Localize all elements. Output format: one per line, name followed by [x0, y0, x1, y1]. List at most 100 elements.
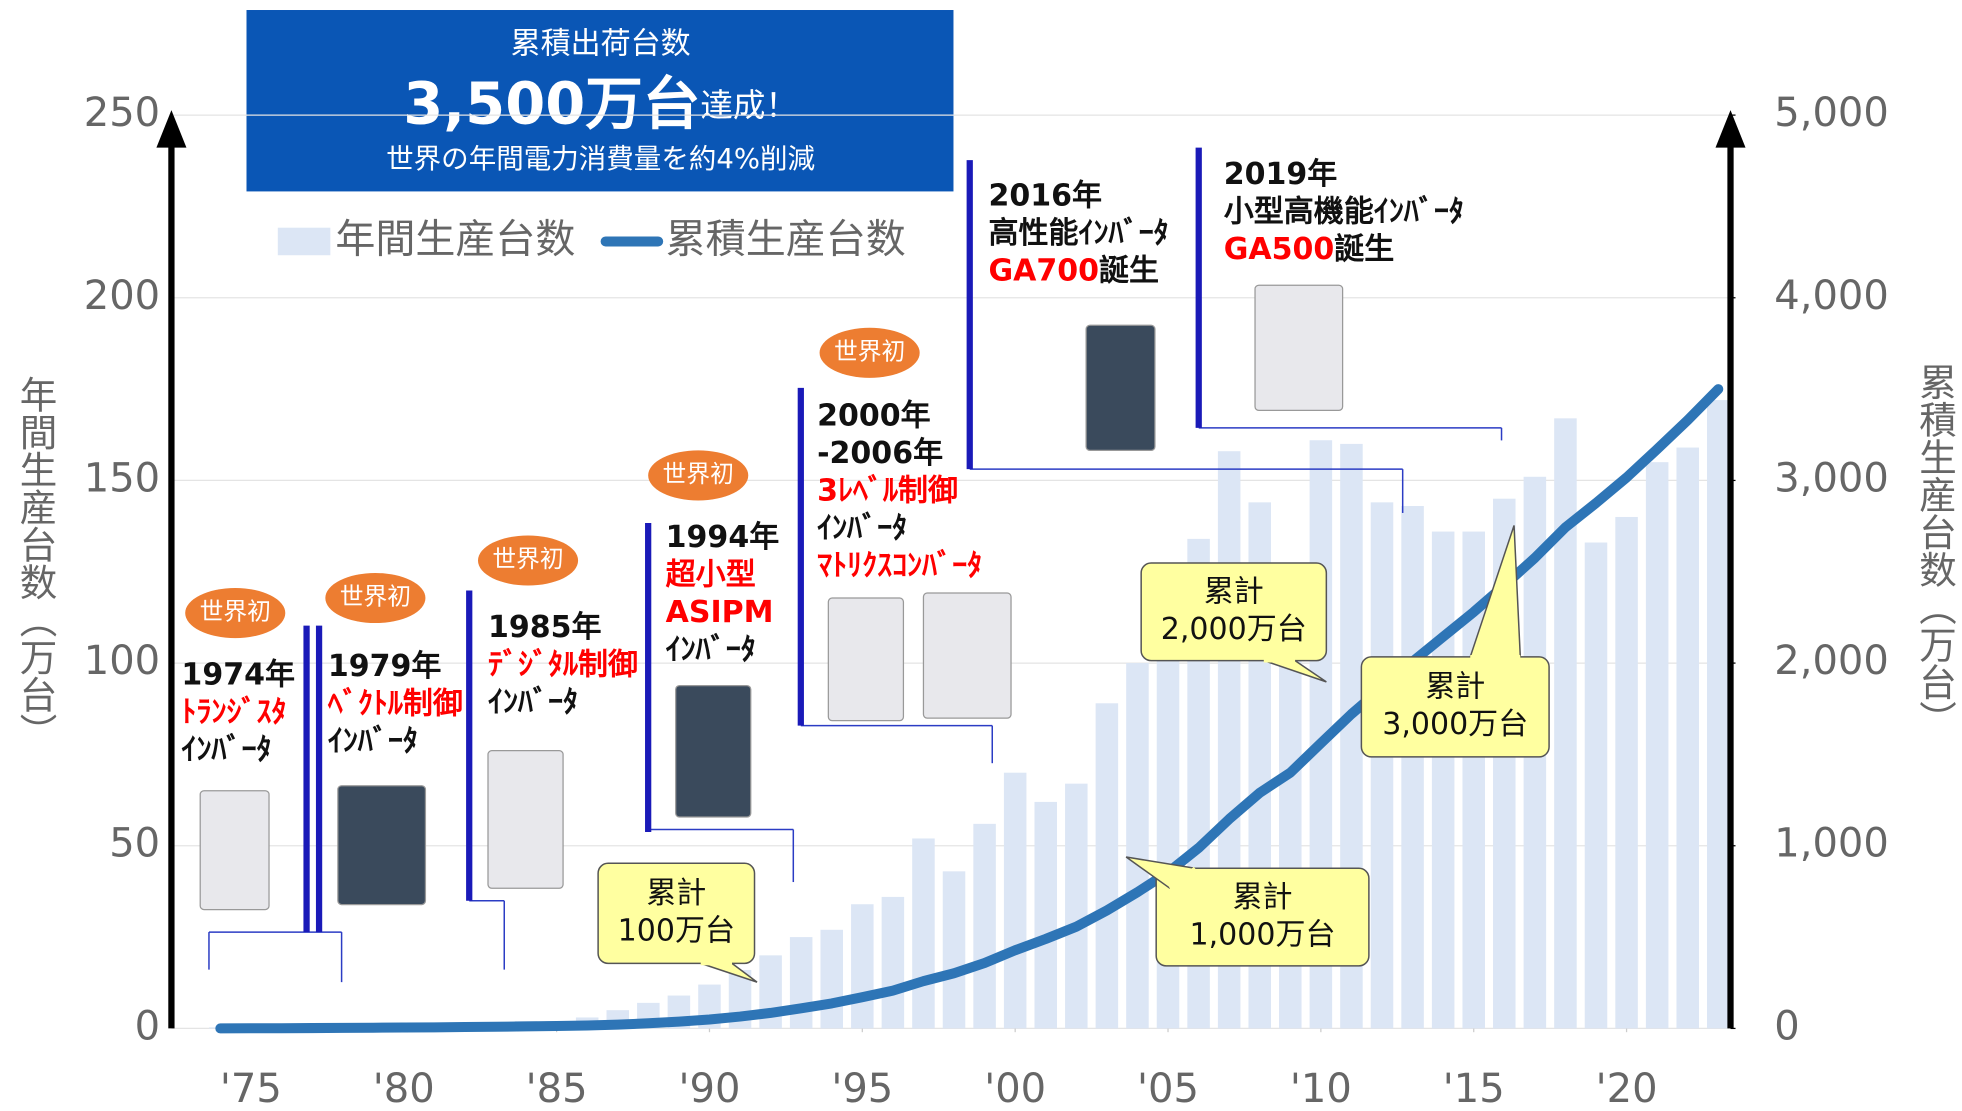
y2-tick-label: 5,000	[1774, 90, 1889, 136]
legend-label: 累積生産台数	[666, 216, 906, 262]
bar	[1279, 626, 1302, 1029]
badge-label: 世界初	[340, 583, 411, 611]
callout-pointer	[1263, 659, 1327, 683]
callout-pointer	[1469, 525, 1522, 658]
milestone-text: ｲﾝﾊﾞｰﾀ	[488, 685, 578, 720]
y2-tick-label: 0	[1774, 1003, 1799, 1049]
milestone-text: ﾍﾞｸﾄﾙ制御	[327, 686, 463, 721]
badge	[819, 327, 920, 378]
milestone-text: -2006年	[817, 436, 943, 471]
milestone-text-part: 2016年	[989, 178, 1103, 213]
product-image	[337, 785, 427, 906]
milestone-text-part: 1985年	[488, 610, 602, 645]
milestone-text-part: ｲﾝﾊﾞｰﾀ	[328, 723, 418, 758]
milestone-text: GA500誕生	[1224, 232, 1395, 267]
header-big-tail: 達成！	[700, 87, 798, 125]
badge	[477, 535, 579, 586]
milestone-text-part: ASIPM	[666, 595, 774, 630]
milestone-text-part: 2019年	[1224, 157, 1338, 192]
milestone-text: 2019年	[1224, 157, 1338, 192]
milestone-text-part: 超小型	[666, 557, 756, 592]
legend-label: 年間生産台数	[335, 216, 575, 262]
bar	[851, 904, 874, 1029]
callout-cover	[1168, 866, 1197, 890]
bar	[1707, 400, 1730, 1029]
bar	[820, 929, 844, 1029]
callout-text: 累計	[1204, 575, 1264, 610]
badge-label: 世界初	[200, 598, 271, 626]
milestone-text: ﾏﾄﾘｸｽｺﾝﾊﾞｰﾀ	[817, 548, 982, 583]
milestone-text: ｲﾝﾊﾞｰﾀ	[666, 632, 756, 667]
milestone-text-part: 2000年	[817, 398, 931, 433]
badge	[325, 573, 426, 624]
bar	[1431, 531, 1455, 1029]
callout-box	[597, 862, 756, 965]
bar	[1370, 502, 1394, 1029]
milestone-text: ｲﾝﾊﾞｰﾀ	[328, 723, 418, 758]
milestone-text-part: 1994年	[666, 519, 780, 554]
header-big-number: 3,500万台	[403, 70, 700, 137]
y-tick-label: 150	[84, 455, 160, 501]
badge	[185, 588, 286, 639]
cumulative-line	[215, 384, 1724, 1034]
x-tick-label: '75	[220, 1066, 282, 1111]
milestone-text: 2000年	[817, 398, 931, 433]
x-tick-label: '05	[1137, 1066, 1199, 1111]
x-tick-label: '95	[831, 1066, 893, 1111]
badge	[648, 450, 749, 501]
bar	[1156, 633, 1180, 1029]
x-tick-label: '00	[984, 1066, 1046, 1111]
callout-box	[1360, 656, 1550, 758]
product-image	[827, 597, 905, 722]
milestone-text: 3ﾚﾍﾞﾙ制御	[817, 473, 958, 508]
milestone-text-part: 1974年	[181, 657, 295, 692]
y2-tick-label: 3,000	[1774, 455, 1889, 501]
milestone-text: 2016年	[989, 178, 1103, 213]
milestone-text-part: 誕生	[1099, 253, 1159, 288]
milestone-text-part: 高性能ｲﾝﾊﾞｰﾀ	[989, 215, 1169, 250]
milestone-text-part: ｲﾝﾊﾞｰﾀ	[817, 511, 907, 546]
callout-text: 100万台	[618, 914, 735, 949]
y2-tick-label: 2,000	[1774, 638, 1889, 684]
milestone-text-part: ｲﾝﾊﾞｰﾀ	[488, 685, 578, 720]
product-image	[922, 592, 1012, 719]
milestone-text-part: GA500	[1224, 232, 1335, 267]
header-big: 3,500万台達成！	[403, 70, 798, 137]
product-image	[1085, 324, 1156, 452]
bar	[1584, 542, 1608, 1029]
milestone-text: 小型高機能ｲﾝﾊﾞｰﾀ	[1224, 194, 1464, 229]
bar	[881, 896, 905, 1029]
bar	[912, 838, 935, 1029]
milestone-text-part: 誕生	[1334, 232, 1394, 267]
y-tick-label: 250	[84, 90, 160, 136]
bar	[1003, 772, 1027, 1029]
bar	[1676, 447, 1699, 1029]
bar	[789, 937, 813, 1029]
callout-box	[1140, 562, 1328, 662]
milestone-text-part: ﾏﾄﾘｸｽｺﾝﾊﾞｰﾀ	[817, 548, 982, 583]
milestone-text: ﾃﾞｼﾞﾀﾙ制御	[488, 647, 638, 682]
y2-axis-label: 累積生産台数（万台）	[1912, 363, 1956, 738]
header-line: 累積出荷台数	[511, 27, 691, 62]
x-tick-label: '20	[1596, 1066, 1658, 1111]
bar	[1645, 462, 1669, 1029]
callout-box	[1155, 867, 1370, 967]
milestone-text-part: ｲﾝﾊﾞｰﾀ	[666, 632, 756, 667]
product-image	[1254, 284, 1344, 411]
bar	[1126, 663, 1149, 1029]
y-axis-label: 年間生産台数（万台）	[13, 375, 57, 750]
milestone-text: ASIPM	[666, 595, 774, 630]
badge-label: 世界初	[834, 337, 905, 365]
y-tick-label: 0	[135, 1003, 160, 1049]
milestone-text: 1974年	[181, 657, 295, 692]
bar	[973, 823, 996, 1029]
x-tick-label: '90	[679, 1066, 741, 1111]
x-tick-label: '80	[373, 1066, 435, 1111]
bar	[1034, 801, 1057, 1029]
milestone-text-part: GA700	[989, 253, 1100, 288]
x-tick-label: '10	[1290, 1066, 1352, 1111]
milestone-text: 高性能ｲﾝﾊﾞｰﾀ	[989, 215, 1169, 250]
milestone-text-part: ｲﾝﾊﾞｰﾀ	[181, 732, 271, 767]
